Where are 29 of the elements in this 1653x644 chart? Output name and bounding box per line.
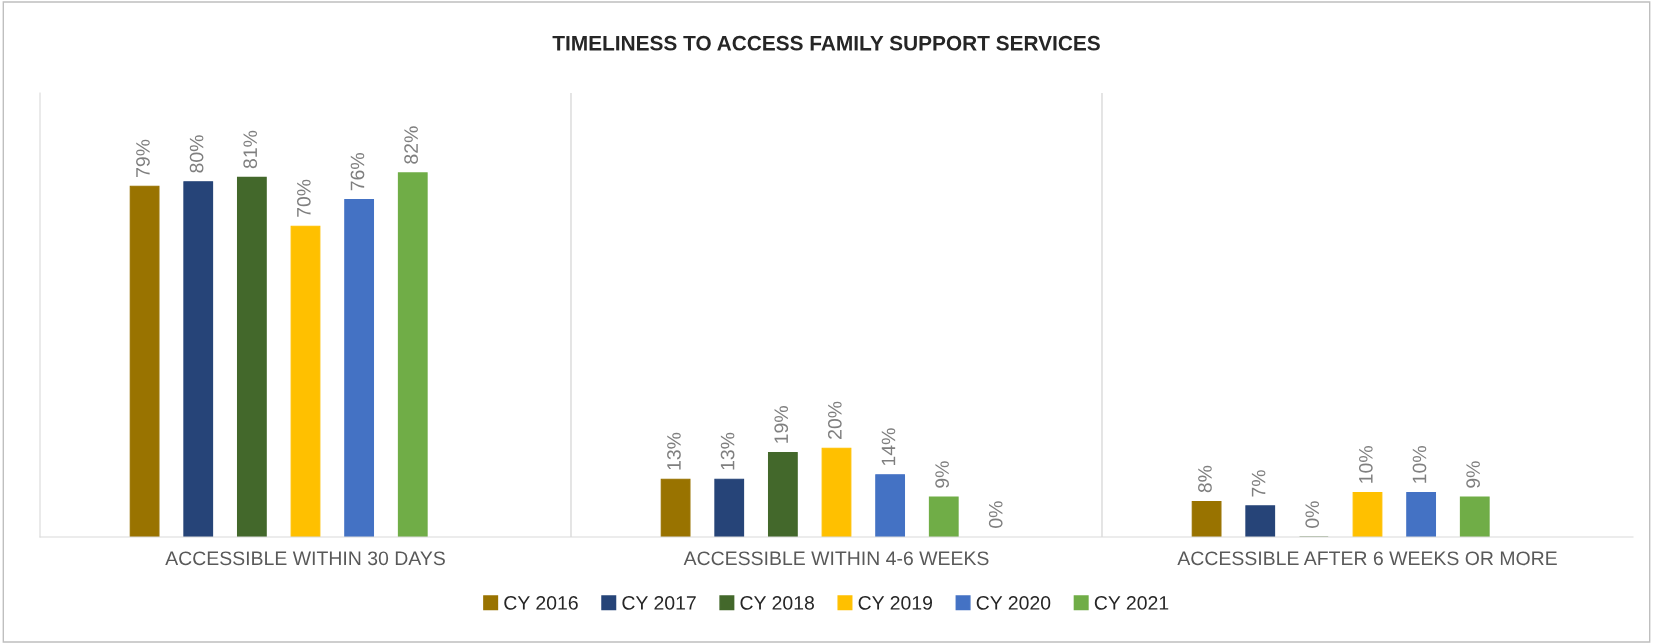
data-label: 7%: [1251, 470, 1266, 497]
legend-label: CY 2019: [858, 596, 933, 610]
data-label: 14%: [881, 428, 896, 466]
data-label: 80%: [189, 135, 204, 173]
x-tick-label: ACCESSIBLE AFTER 6 WEEKS OR MORE: [1177, 551, 1557, 566]
x-tick-label: ACCESSIBLE WITHIN 4-6 WEEKS: [683, 551, 989, 566]
chart-title: TIMELINESS TO ACCESS FAMILY SUPPORT SERVICES: [552, 35, 1100, 51]
data-label: 0%: [988, 501, 1003, 528]
data-label: 0%: [1305, 501, 1320, 528]
data-label: 13%: [720, 432, 735, 470]
data-label: 19%: [774, 406, 789, 443]
legend-label: CY 2017: [622, 596, 696, 610]
data-label: 20%: [827, 401, 842, 439]
data-label: 10%: [1412, 446, 1427, 483]
x-tick-label: ACCESSIBLE WITHIN 30 DAYS: [165, 551, 445, 566]
legend-label: CY 2016: [504, 596, 578, 610]
data-label: 81%: [243, 130, 258, 169]
legend-label: CY 2018: [740, 596, 814, 610]
data-label: 70%: [296, 179, 311, 217]
legend-label: CY 2020: [976, 596, 1051, 610]
data-label: 13%: [667, 432, 681, 470]
data-label: 10%: [1358, 446, 1373, 483]
data-label: 9%: [1466, 461, 1480, 488]
legend-label: CY 2021: [1094, 596, 1169, 610]
data-label: 82%: [404, 126, 418, 164]
data-label: 79%: [136, 139, 150, 177]
data-label: 9%: [935, 461, 949, 488]
data-label: 76%: [350, 153, 365, 191]
data-label: 8%: [1198, 465, 1212, 493]
